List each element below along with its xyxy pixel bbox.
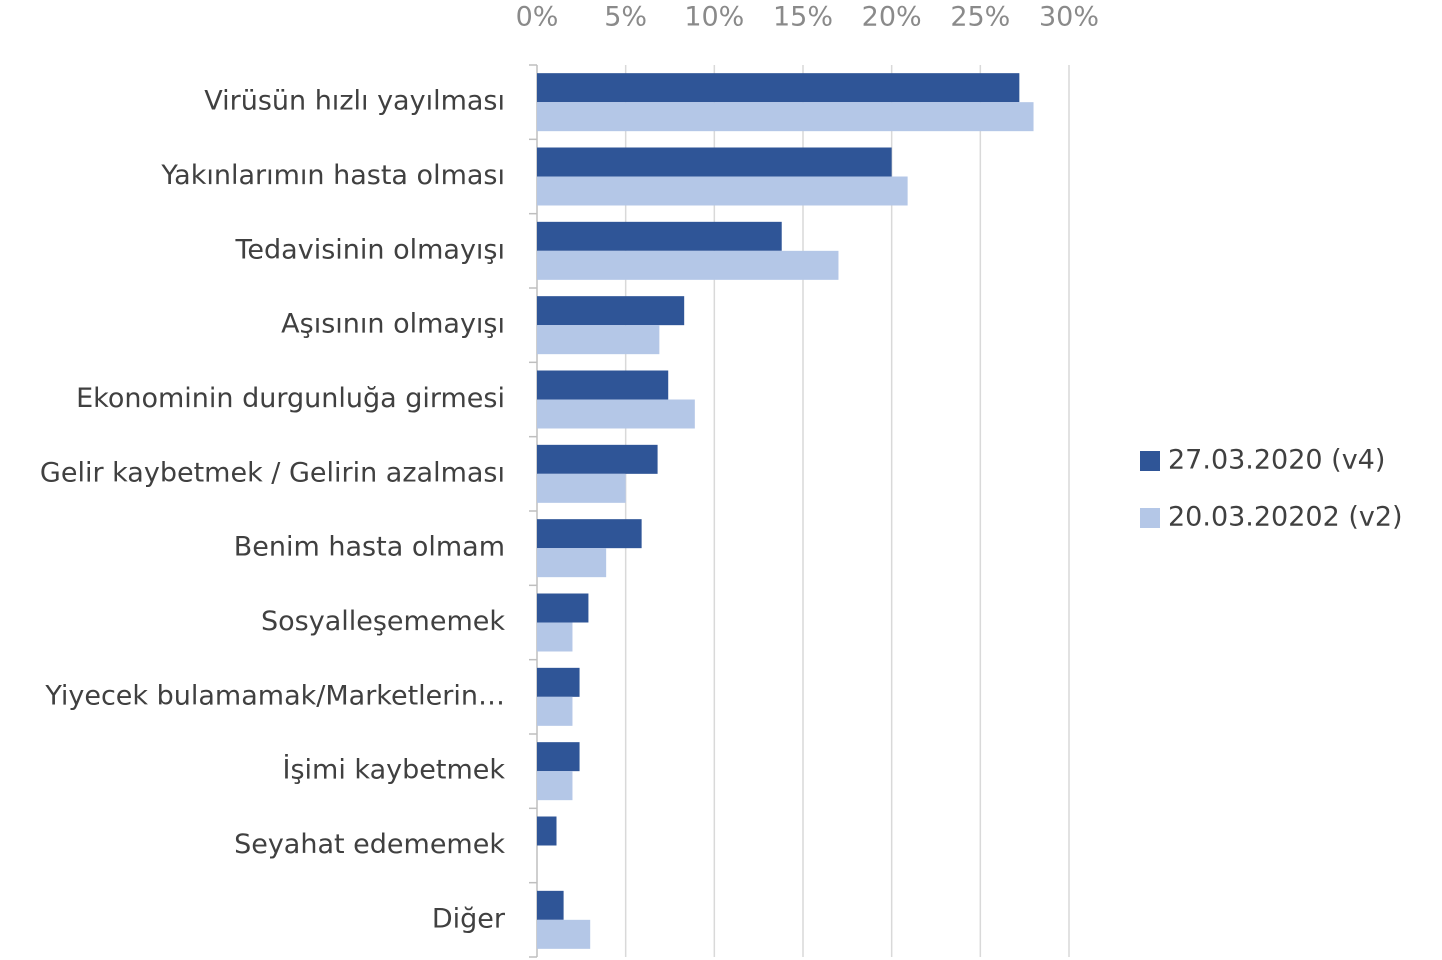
bar	[537, 919, 591, 949]
bar	[537, 473, 626, 503]
bar	[537, 73, 1020, 103]
bar	[537, 399, 695, 429]
bar	[537, 176, 908, 206]
bar	[537, 296, 685, 326]
x-tick-label: 0%	[516, 2, 559, 33]
legend-label: 27.03.2020 (v4)	[1168, 445, 1385, 476]
x-tick-label: 15%	[773, 2, 833, 33]
x-tick-label: 10%	[684, 2, 744, 33]
category-label: Gelir kaybetmek / Gelirin azalması	[40, 457, 505, 488]
category-label: Seyahat edememek	[234, 829, 505, 860]
bar	[537, 696, 573, 726]
bar	[537, 593, 589, 623]
bar	[537, 102, 1034, 132]
category-label: Ekonominin durgunluğa girmesi	[76, 383, 505, 414]
bar	[537, 325, 660, 355]
bar	[537, 519, 642, 549]
bar	[537, 444, 658, 474]
legend-label: 20.03.20202 (v2)	[1168, 502, 1403, 533]
x-tick-label: 5%	[604, 2, 647, 33]
category-label: Aşısının olmayışı	[281, 309, 505, 340]
bar	[537, 816, 557, 846]
category-label: Sosyalleşememek	[261, 606, 505, 637]
x-tick-label: 20%	[862, 2, 922, 33]
category-label: İşimi kaybetmek	[283, 754, 506, 786]
legend-swatch	[1140, 508, 1160, 528]
bar	[537, 742, 580, 772]
x-tick-label: 30%	[1039, 2, 1099, 33]
category-label: Tedavisinin olmayışı	[235, 234, 505, 265]
bar	[537, 221, 782, 251]
legend-swatch	[1140, 451, 1160, 471]
category-label: Yiyecek bulamamak/Marketlerin…	[44, 680, 505, 711]
bar	[537, 622, 573, 652]
category-label: Benim hasta olmam	[234, 532, 505, 563]
x-tick-label: 25%	[950, 2, 1010, 33]
bar	[537, 771, 573, 801]
category-label: Yakınlarımın hasta olması	[160, 160, 505, 191]
bar	[537, 667, 580, 697]
category-label: Diğer	[432, 903, 506, 934]
bar	[537, 250, 839, 280]
bar	[537, 147, 892, 177]
bar	[537, 548, 607, 578]
bar	[537, 890, 564, 920]
bar	[537, 370, 669, 400]
category-label: Virüsün hızlı yayılması	[204, 86, 505, 117]
